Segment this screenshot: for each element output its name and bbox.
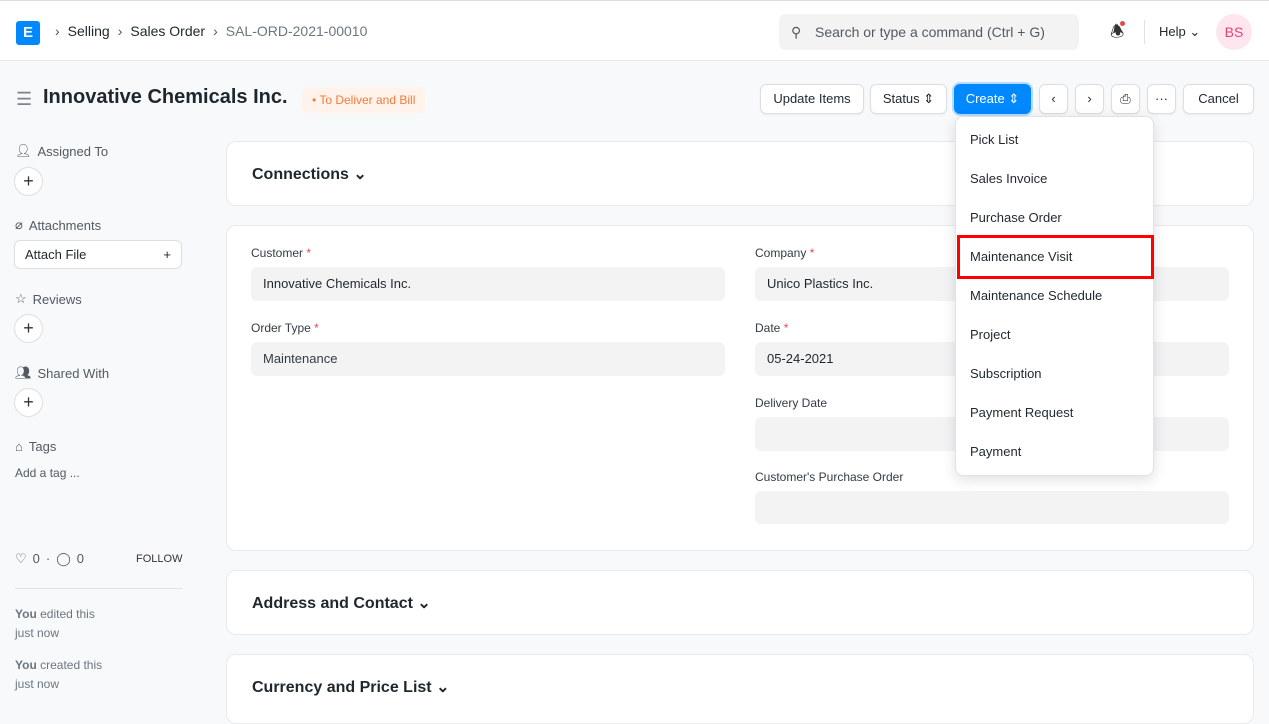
avatar[interactable]: BS [1216, 14, 1252, 50]
menu-item-subscription[interactable]: Subscription [970, 366, 1042, 381]
breadcrumb-sales-order[interactable]: Sales Order [130, 23, 206, 39]
paperclip-icon: ⌀ [15, 217, 23, 232]
print-button[interactable]: ⎙ [1111, 84, 1140, 114]
breadcrumb-selling[interactable]: Selling [67, 23, 110, 39]
menu-item-purchase-order[interactable]: Purchase Order [970, 210, 1062, 225]
order-type-field[interactable]: Maintenance [251, 342, 725, 376]
status-badge: • To Deliver and Bill [302, 87, 426, 113]
search-icon: ⚲ [791, 24, 802, 40]
breadcrumb-current: SAL-ORD-2021-00010 [225, 23, 368, 39]
create-button[interactable]: Create ⇕ [954, 84, 1031, 114]
menu-item-pick-list[interactable]: Pick List [970, 132, 1019, 147]
add-tag-link[interactable]: Add a tag ... [15, 466, 80, 480]
reviews-heading: ☆ Reviews [15, 291, 82, 307]
notification-bell-icon[interactable]: 🕭 [1110, 21, 1126, 48]
menu-item-project[interactable]: Project [970, 327, 1011, 342]
chevron-right-icon: › [213, 23, 218, 39]
app-logo[interactable]: E [16, 21, 40, 45]
po-field[interactable] [755, 491, 1229, 524]
chevron-down-icon: ⌄ [417, 595, 431, 612]
company-label: Company * [755, 246, 815, 260]
ellipsis-icon: ··· [1155, 91, 1168, 106]
assigned-to-heading: 👤︎ Assigned To [15, 143, 109, 159]
more-button[interactable]: ··· [1147, 84, 1176, 114]
search-input[interactable]: ⚲ Search or type a command (Ctrl + G) [779, 14, 1079, 50]
breadcrumb: › Selling › Sales Order › SAL-ORD-2021-0… [55, 23, 367, 39]
attach-file-button[interactable]: Attach File + [14, 240, 182, 269]
printer-icon: ⎙ [1120, 91, 1131, 106]
activity-item: You edited this just now [15, 607, 95, 640]
heart-icon[interactable]: ♡ [15, 551, 27, 566]
menu-item-maintenance-schedule[interactable]: Maintenance Schedule [970, 288, 1103, 303]
previous-button[interactable]: ‹ [1039, 84, 1068, 114]
menu-item-payment-request[interactable]: Payment Request [970, 405, 1074, 420]
chevron-right-icon: › [55, 23, 60, 39]
chevron-down-icon: ⌄ [353, 166, 367, 183]
chevron-down-icon: ⌄ [436, 679, 450, 696]
po-label: Customer's Purchase Order [755, 470, 904, 484]
date-label: Date * [755, 321, 789, 335]
delivery-date-label: Delivery Date [755, 396, 828, 410]
add-review-button[interactable]: + [14, 314, 43, 343]
order-type-label: Order Type * [251, 321, 319, 335]
tags-heading: ⌂ Tags [15, 439, 57, 454]
users-icon: 👥︎ [15, 365, 32, 380]
next-button[interactable]: › [1075, 84, 1104, 114]
divider [15, 588, 182, 589]
follow-button[interactable]: FOLLOW [136, 553, 183, 565]
user-icon: 👤︎ [15, 143, 32, 158]
attachments-heading: ⌀ Attachments [15, 217, 102, 233]
help-label: Help [1159, 24, 1186, 39]
status-button[interactable]: Status ⇕ [870, 84, 947, 114]
page-title: Innovative Chemicals Inc. [43, 86, 288, 108]
plus-icon: + [163, 247, 171, 262]
add-assignee-button[interactable]: + [14, 167, 43, 196]
help-dropdown[interactable]: Help ⌄ [1159, 24, 1200, 40]
status-label: Status [882, 91, 920, 106]
section-heading: Currency and Price List ⌄ [252, 679, 450, 696]
chevron-right-icon: › [1087, 91, 1092, 106]
chevron-right-icon: › [117, 23, 123, 39]
star-icon: ☆ [15, 291, 27, 306]
activity-item: You created this just now [15, 658, 103, 691]
update-items-button[interactable]: Update Items [760, 84, 864, 114]
chevron-left-icon: ‹ [1051, 91, 1056, 106]
menu-item-payment[interactable]: Payment [970, 444, 1022, 459]
likes-comments: ♡ 0 · ◯ 0 [15, 551, 85, 566]
comment-icon[interactable]: ◯ [56, 551, 71, 566]
status-text: To Deliver and Bill [319, 93, 416, 107]
menu-item-sales-invoice[interactable]: Sales Invoice [970, 171, 1048, 186]
add-share-button[interactable]: + [14, 388, 43, 417]
currency-section[interactable]: Currency and Price List ⌄ [226, 654, 1254, 724]
shared-with-heading: 👥︎ Shared With [15, 365, 110, 381]
create-dropdown-menu: Pick List Sales Invoice Purchase Order M… [955, 116, 1154, 476]
section-heading: Address and Contact ⌄ [252, 595, 431, 612]
divider [1144, 20, 1145, 44]
address-section[interactable]: Address and Contact ⌄ [226, 570, 1254, 635]
menu-item-maintenance-visit[interactable]: Maintenance Visit [970, 249, 1073, 264]
chevron-down-icon: ⌄ [1189, 24, 1201, 39]
highlight-box [957, 235, 1154, 279]
cancel-button[interactable]: Cancel [1183, 84, 1254, 114]
hamburger-icon[interactable]: ☰ [16, 89, 33, 109]
tag-icon: ⌂ [15, 439, 23, 454]
navbar: E › Selling › Sales Order › SAL-ORD-2021… [0, 0, 1269, 61]
section-heading: Connections ⌄ [252, 166, 367, 183]
customer-label: Customer * [251, 246, 312, 260]
search-placeholder: Search or type a command (Ctrl + G) [815, 24, 1045, 40]
customer-field[interactable]: Innovative Chemicals Inc. [251, 267, 725, 301]
create-label: Create [965, 91, 1005, 106]
